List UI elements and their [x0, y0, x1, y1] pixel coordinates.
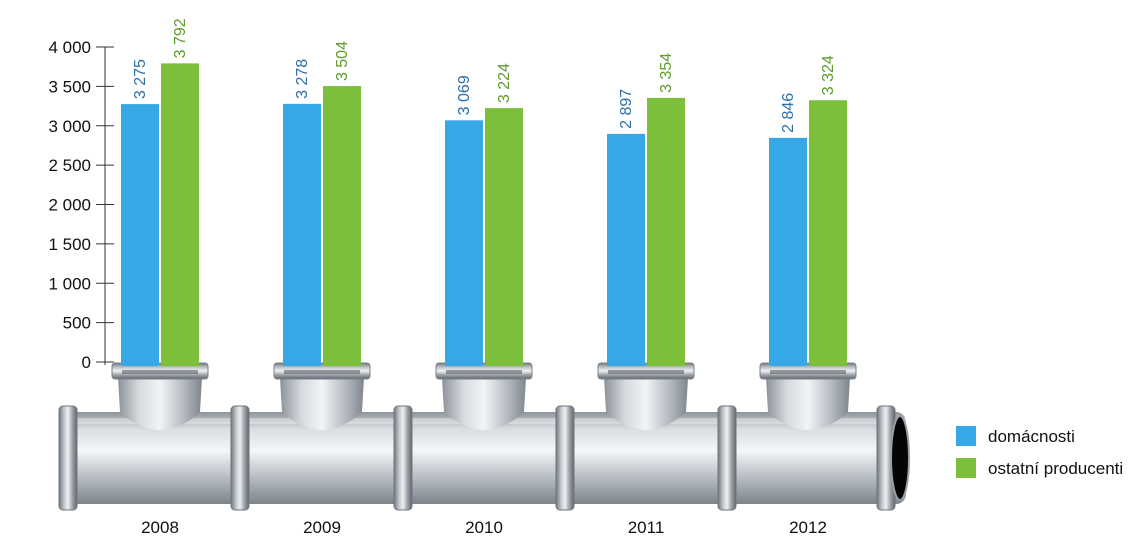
- legend-swatch-domacnosti: [956, 426, 976, 446]
- tee-collar-groove: [122, 370, 198, 374]
- data-label-ostatni-producenti-2011: 3 354: [658, 53, 675, 93]
- y-tick-label: 2 500: [48, 156, 91, 175]
- y-tick-label: 4 000: [48, 38, 91, 57]
- bars: [121, 63, 847, 367]
- bar-ostatni-producenti-2010: [485, 108, 523, 367]
- data-label-ostatni-producenti-2010: 3 224: [496, 63, 513, 103]
- bar-domacnosti-2009: [283, 103, 321, 367]
- pipe-tee: [118, 378, 202, 430]
- bar-domacnosti-2008: [121, 104, 159, 366]
- bar-ostatni-producenti-2011: [647, 97, 685, 366]
- legend-item-ostatni-producenti: ostatní producenti: [956, 458, 1123, 478]
- x-category-label-2009: 2009: [303, 518, 341, 537]
- y-tick-label: 3 500: [48, 77, 91, 96]
- legend: domácnosti ostatní producenti: [956, 426, 1123, 478]
- legend-swatch-ostatni-producenti: [956, 458, 976, 478]
- y-tick-label: 1 000: [48, 274, 91, 293]
- legend-label-domacnosti: domácnosti: [988, 427, 1075, 446]
- bar-ostatni-producenti-2009: [323, 86, 361, 366]
- tee-collar-groove: [608, 370, 684, 374]
- pipe-tee: [442, 378, 526, 430]
- y-axis-ticks: 0 500 1 000 1 500 2 000 2 500 3 000 3 500 4 000: [48, 38, 114, 372]
- bar-ostatni-producenti-2012: [809, 100, 847, 367]
- x-axis-labels: 2008 2009 2010 2011 2012: [141, 518, 827, 537]
- pipe-opening: [890, 415, 910, 501]
- x-category-label-2008: 2008: [141, 518, 179, 537]
- bar-domacnosti-2010: [445, 120, 483, 366]
- data-labels: 3 275 3 792 3 278 3 504 3 069 3 224 2 897 3 354…: [132, 18, 837, 133]
- x-category-label-2011: 2011: [628, 518, 665, 537]
- pipe-tee: [604, 378, 688, 430]
- data-label-domacnosti-2009: 3 278: [294, 59, 311, 99]
- x-category-label-2010: 2010: [465, 518, 503, 537]
- pipe-tee: [766, 378, 850, 430]
- pipe-joint-ring: [230, 405, 250, 511]
- y-tick-label: 2 000: [48, 196, 91, 215]
- bar-ostatni-producenti-2008: [161, 63, 199, 366]
- tee-collar-groove: [446, 370, 522, 374]
- bar-domacnosti-2011: [607, 133, 645, 366]
- pipe-body: [66, 412, 906, 504]
- data-label-ostatni-producenti-2012: 3 324: [820, 55, 837, 95]
- y-tick-label: 1 500: [48, 235, 91, 254]
- y-tick-label: 3 000: [48, 117, 91, 136]
- x-category-label-2012: 2012: [789, 518, 827, 537]
- data-label-domacnosti-2011: 2 897: [618, 89, 635, 129]
- pipe-joint-ring: [393, 405, 413, 511]
- y-tick-label: 0: [82, 353, 91, 372]
- pipe-decoration: [58, 362, 910, 511]
- legend-label-ostatni-producenti: ostatní producenti: [988, 459, 1123, 478]
- data-label-ostatni-producenti-2008: 3 792: [172, 18, 189, 58]
- pipe-joint-ring: [58, 405, 78, 511]
- data-label-ostatni-producenti-2009: 3 504: [334, 41, 351, 81]
- pipe-joint-ring: [717, 405, 737, 511]
- tee-collar-groove: [770, 370, 846, 374]
- data-label-domacnosti-2012: 2 846: [780, 93, 797, 133]
- y-tick-label: 500: [63, 314, 91, 333]
- pipe-joint-ring: [555, 405, 575, 511]
- data-label-domacnosti-2010: 3 069: [456, 75, 473, 115]
- pipe-tee: [280, 378, 364, 430]
- data-label-domacnosti-2008: 3 275: [132, 59, 149, 99]
- legend-item-domacnosti: domácnosti: [956, 426, 1075, 446]
- tee-collar-groove: [284, 370, 360, 374]
- bar-domacnosti-2012: [769, 137, 807, 366]
